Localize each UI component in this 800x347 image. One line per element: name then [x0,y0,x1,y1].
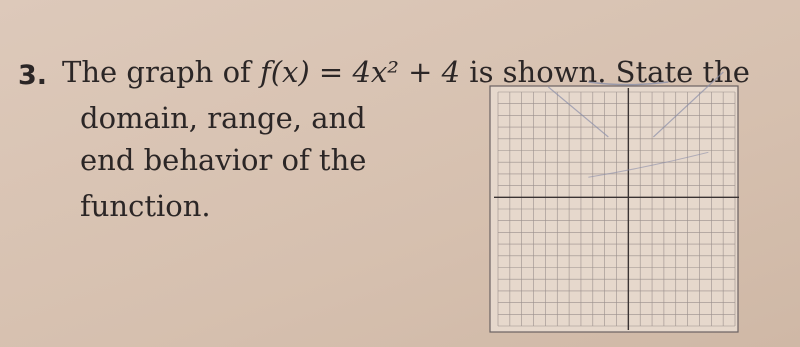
problem-line: The graph of f(x) = 4x² + 4 is shown. St… [62,58,750,87]
pencil-mark [547,86,609,138]
problem-number: 3. [18,60,48,91]
problem-text: The graph of [62,55,251,89]
pencil-mark [588,151,709,178]
problem-line: domain, range, and [80,101,366,135]
problem-line: function. [80,189,211,223]
parabola-sketch [588,81,669,86]
pencil-mark [652,71,724,138]
problem-text: is shown. State the [469,55,750,89]
function-formula: f(x) = 4x² + 4 [260,55,461,89]
problem-line: end behavior of the [80,143,367,177]
